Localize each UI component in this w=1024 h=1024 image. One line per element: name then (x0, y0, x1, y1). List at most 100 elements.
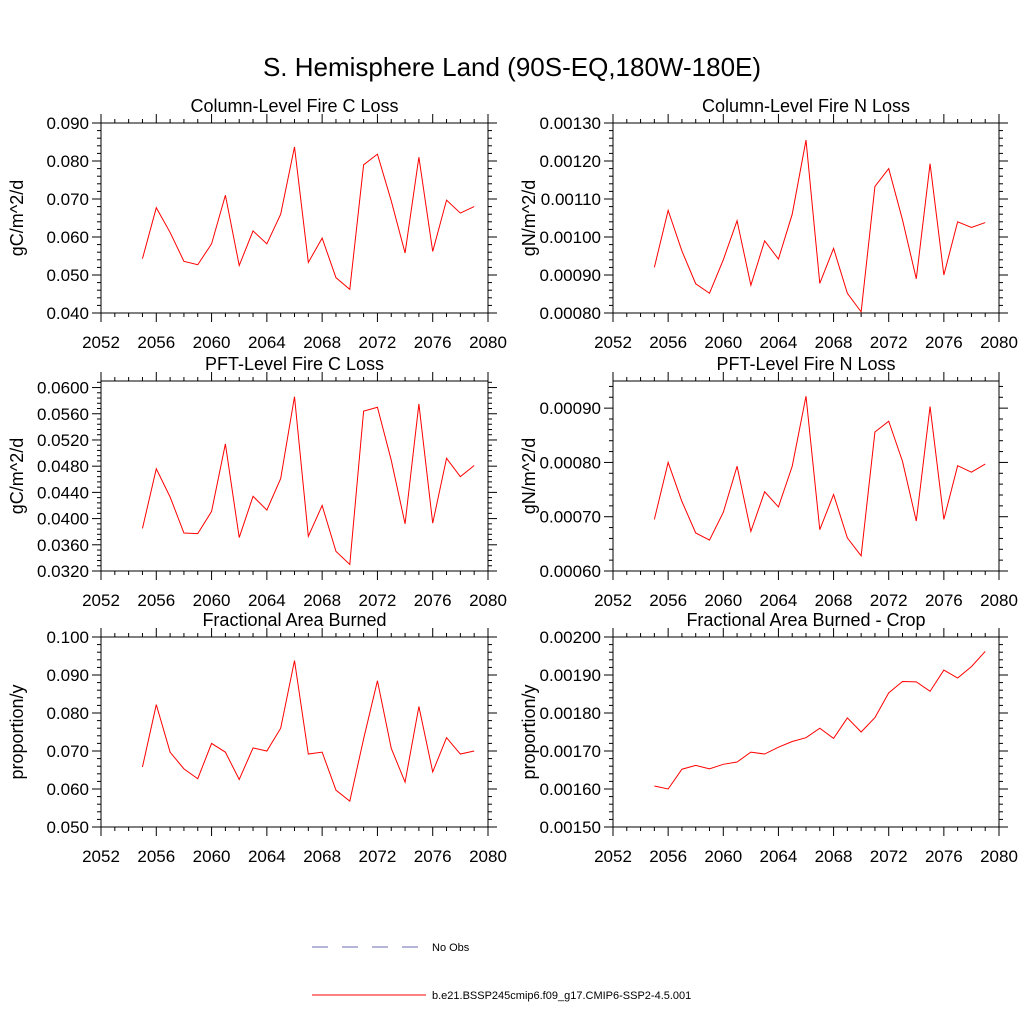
chart-0-frame (100, 122, 489, 314)
chart-0: Column-Level Fire C Loss gC/m^2/d 2052 2056… (7, 96, 507, 352)
chart-5-ylabel: proportion/y (519, 684, 539, 779)
chart-0-ytick-label: 0.040 (46, 304, 89, 323)
chart-3-ytick-label: 0.00080 (540, 453, 601, 472)
chart-5-ytick-label: 0.00200 (540, 628, 601, 647)
chart-0-ytick-label: 0.090 (46, 114, 89, 133)
figure-title: S. Hemisphere Land (90S-EQ,180W-180E) (263, 52, 761, 82)
chart-0-title: Column-Level Fire C Loss (190, 96, 398, 116)
chart-2-series-line (141, 396, 475, 566)
chart-3-frame (612, 380, 1000, 572)
chart-3-series-line (653, 396, 986, 558)
chart-1-xtick-label: 2052 (594, 333, 632, 352)
chart-2-xtick-label: 2080 (469, 591, 507, 610)
chart-2-title: PFT-Level Fire C Loss (205, 354, 384, 374)
chart-5-ytick-label: 0.00150 (540, 818, 601, 837)
chart-2-ytick-label: 0.0520 (37, 431, 89, 450)
chart-1-xtick-label: 2072 (870, 333, 908, 352)
chart-3-xtick-label: 2064 (760, 591, 798, 610)
chart-2-frame (100, 380, 489, 572)
chart-2-ytick-label: 0.0360 (37, 536, 89, 555)
chart-0-xtick-label: 2080 (469, 333, 507, 352)
chart-1-xtick-label: 2060 (704, 333, 742, 352)
chart-2-ytick-label: 0.0320 (37, 562, 89, 581)
chart-4-xtick-label: 2076 (414, 847, 452, 866)
chart-5-title: Fractional Area Burned - Crop (686, 610, 925, 630)
chart-3-ytick-label: 0.00090 (540, 399, 601, 418)
chart-2-xtick-label: 2072 (359, 591, 397, 610)
chart-1-ytick-label: 0.00130 (540, 114, 601, 133)
chart-5-xtick-label: 2056 (649, 847, 687, 866)
chart-4-ytick-label: 0.060 (46, 780, 89, 799)
chart-2-ytick-label: 0.0440 (37, 483, 89, 502)
chart-4-xtick-label: 2056 (137, 847, 175, 866)
chart-0-ytick-label: 0.070 (46, 190, 89, 209)
chart-5-xtick-label: 2076 (925, 847, 963, 866)
chart-1-ylabel: gN/m^2/d (519, 180, 539, 256)
chart-0-xtick-label: 2052 (82, 333, 120, 352)
legend: No Obs b.e21.BSSP245cmip6.f09_g17.CMIP6-… (312, 942, 691, 1002)
chart-4-xtick-label: 2052 (82, 847, 120, 866)
chart-3-ytick-label: 0.00060 (540, 562, 601, 581)
chart-4-ytick-label: 0.100 (46, 628, 89, 647)
chart-1: Column-Level Fire N Loss gN/m^2/d 2052 2056… (519, 96, 1018, 352)
chart-5-series-line (654, 651, 986, 790)
chart-3-xtick-label: 2080 (980, 591, 1018, 610)
chart-5-xtick-label: 2072 (870, 847, 908, 866)
chart-5-xtick-label: 2060 (704, 847, 742, 866)
chart-4-xtick-label: 2060 (193, 847, 231, 866)
chart-4-xtick-label: 2068 (303, 847, 341, 866)
chart-5-xtick-label: 2052 (594, 847, 632, 866)
chart-4-ytick-label: 0.070 (46, 742, 89, 761)
chart-5: Fractional Area Burned - Crop proportion/… (519, 610, 1018, 866)
chart-0-ylabel: gC/m^2/d (7, 180, 27, 256)
chart-1-ytick-label: 0.00100 (540, 228, 601, 247)
chart-2-xtick-label: 2052 (82, 591, 120, 610)
chart-5-ytick-label: 0.00170 (540, 742, 601, 761)
chart-3-ytick-label: 0.00070 (540, 508, 601, 527)
chart-4-series-line (141, 660, 475, 803)
chart-1-ytick-label: 0.00090 (540, 266, 601, 285)
chart-4-title: Fractional Area Burned (202, 610, 386, 630)
chart-1-xtick-label: 2076 (925, 333, 963, 352)
chart-1-title: Column-Level Fire N Loss (702, 96, 910, 116)
chart-3-xtick-label: 2056 (649, 591, 687, 610)
chart-2-xtick-label: 2056 (137, 591, 175, 610)
chart-2-xtick-label: 2064 (248, 591, 286, 610)
chart-4-frame (100, 636, 489, 828)
chart-1-xtick-label: 2064 (760, 333, 798, 352)
chart-3-title: PFT-Level Fire N Loss (716, 354, 895, 374)
chart-0-xtick-label: 2064 (248, 333, 286, 352)
chart-4-xtick-label: 2072 (359, 847, 397, 866)
chart-0-xtick-label: 2076 (414, 333, 452, 352)
chart-5-xtick-label: 2064 (760, 847, 798, 866)
legend-label-no-obs: No Obs (432, 942, 470, 954)
chart-3-xtick-label: 2052 (594, 591, 632, 610)
chart-2-xtick-label: 2060 (193, 591, 231, 610)
chart-0-ytick-label: 0.050 (46, 266, 89, 285)
chart-2-xtick-label: 2076 (414, 591, 452, 610)
chart-1-xtick-label: 2080 (980, 333, 1018, 352)
chart-5-xtick-label: 2068 (815, 847, 853, 866)
chart-3-xtick-label: 2072 (870, 591, 908, 610)
chart-0-xtick-label: 2060 (193, 333, 231, 352)
chart-5-ytick-label: 0.00160 (540, 780, 601, 799)
chart-4: Fractional Area Burned proportion/y 2052 20… (7, 610, 507, 866)
chart-3-xtick-label: 2068 (815, 591, 853, 610)
chart-4-ytick-label: 0.090 (46, 666, 89, 685)
chart-3-ylabel: gN/m^2/d (519, 438, 539, 514)
chart-3-xtick-label: 2060 (704, 591, 742, 610)
chart-4-ytick-label: 0.080 (46, 704, 89, 723)
chart-0-ytick-label: 0.060 (46, 228, 89, 247)
chart-2: PFT-Level Fire C Loss gC/m^2/d 2052 2056 206… (7, 354, 507, 610)
chart-4-xtick-label: 2080 (469, 847, 507, 866)
chart-2-ytick-label: 0.0400 (37, 510, 89, 529)
chart-0-series-line (141, 146, 475, 291)
chart-0-xtick-label: 2068 (303, 333, 341, 352)
chart-3-xtick-label: 2076 (925, 591, 963, 610)
chart-1-ytick-label: 0.00080 (540, 304, 601, 323)
chart-4-ylabel: proportion/y (7, 684, 27, 779)
chart-2-ylabel: gC/m^2/d (7, 438, 27, 514)
chart-2-xtick-label: 2068 (303, 591, 341, 610)
chart-0-xtick-label: 2072 (359, 333, 397, 352)
chart-5-ytick-label: 0.00180 (540, 704, 601, 723)
